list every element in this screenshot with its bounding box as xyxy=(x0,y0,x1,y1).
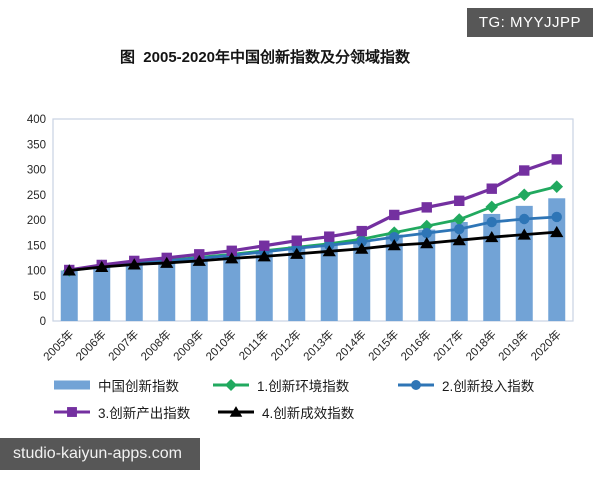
x-tick-label: 2015年 xyxy=(365,327,401,363)
bar xyxy=(385,234,403,321)
bar xyxy=(450,222,468,321)
bar xyxy=(483,213,501,321)
x-tick-label: 2016年 xyxy=(398,327,434,363)
legend-item-innovation-environment-index: 1.创新环境指数 xyxy=(212,378,349,395)
bar xyxy=(548,198,566,321)
chart-title: 图 2005-2020年中国创新指数及分领域指数 xyxy=(119,49,411,66)
legend-diamond-marker-icon xyxy=(212,378,250,395)
series-line xyxy=(69,157,558,272)
y-tick-label: 50 xyxy=(33,291,46,303)
y-axis-tick-labels: 0 50 100 150 200 250 300 350 400 xyxy=(27,114,46,328)
y-tick-label: 250 xyxy=(27,190,46,202)
x-tick-label: 2005年 xyxy=(40,327,76,363)
bar xyxy=(125,262,143,321)
legend-label: 2.创新投入指数 xyxy=(442,378,535,394)
series-line xyxy=(69,215,557,272)
bar xyxy=(353,241,371,321)
y-tick-label: 150 xyxy=(27,240,46,252)
bar xyxy=(190,257,208,321)
site-watermark: studio-kaiyun-apps.com xyxy=(0,438,200,470)
y-tick-label: 200 xyxy=(27,215,46,227)
legend-bar-swatch-icon xyxy=(53,378,91,395)
x-tick-label: 2009年 xyxy=(170,327,206,363)
y-tick-label: 0 xyxy=(40,316,46,328)
bar xyxy=(223,254,241,321)
x-tick-label: 2008年 xyxy=(138,327,174,363)
x-tick-label: 2019年 xyxy=(495,327,531,363)
x-tick-label: 2020年 xyxy=(528,327,564,363)
y-tick-label: 400 xyxy=(27,114,46,126)
x-tick-label: 2013年 xyxy=(300,327,336,363)
legend-label: 中国创新指数 xyxy=(98,378,179,394)
series-line xyxy=(69,230,557,272)
x-tick-label: 2014年 xyxy=(333,327,369,363)
x-tick-label: 2018年 xyxy=(463,327,499,363)
x-axis-tick-labels: 2005年2006年2007年2008年2009年2010年2011年2012年… xyxy=(40,327,564,363)
legend-item-innovation-output-index: 3.创新产出指数 xyxy=(53,405,190,422)
x-tick-label: 2006年 xyxy=(73,327,109,363)
legend-label: 3.创新产出指数 xyxy=(98,405,191,421)
bar xyxy=(158,259,176,321)
y-tick-label: 300 xyxy=(27,165,46,177)
bar xyxy=(60,270,78,321)
x-tick-label: 2011年 xyxy=(236,327,272,363)
legend-item-innovation-effectiveness-index: 4.创新成效指数 xyxy=(217,405,354,422)
legend-triangle-marker-icon xyxy=(217,405,255,422)
x-tick-label: 2017年 xyxy=(430,327,466,363)
bar xyxy=(255,250,273,321)
legend-square-marker-icon xyxy=(53,405,91,422)
legend-label: 4.创新成效指数 xyxy=(262,405,355,421)
legend-circle-marker-icon xyxy=(397,378,435,395)
combo-chart-canvas: 0501001502002503003504002005年2006年2007年2… xyxy=(27,114,574,363)
bar xyxy=(320,243,338,321)
bar xyxy=(288,246,306,321)
x-tick-label: 2012年 xyxy=(268,327,304,363)
legend-item-china-innovation-index: 中国创新指数 xyxy=(53,378,179,395)
bar xyxy=(418,229,436,321)
bar xyxy=(93,265,111,321)
bar-series xyxy=(60,198,566,321)
y-tick-label: 100 xyxy=(27,266,46,278)
x-tick-label: 2010年 xyxy=(203,327,239,363)
legend-item-innovation-input-index: 2.创新投入指数 xyxy=(397,378,534,395)
line-series-4 xyxy=(62,225,564,276)
tg-watermark-badge: TG: MYYJJPP xyxy=(466,8,593,37)
legend-label: 1.创新环境指数 xyxy=(257,378,350,394)
x-tick-label: 2007年 xyxy=(105,327,141,363)
y-tick-label: 350 xyxy=(27,139,46,151)
